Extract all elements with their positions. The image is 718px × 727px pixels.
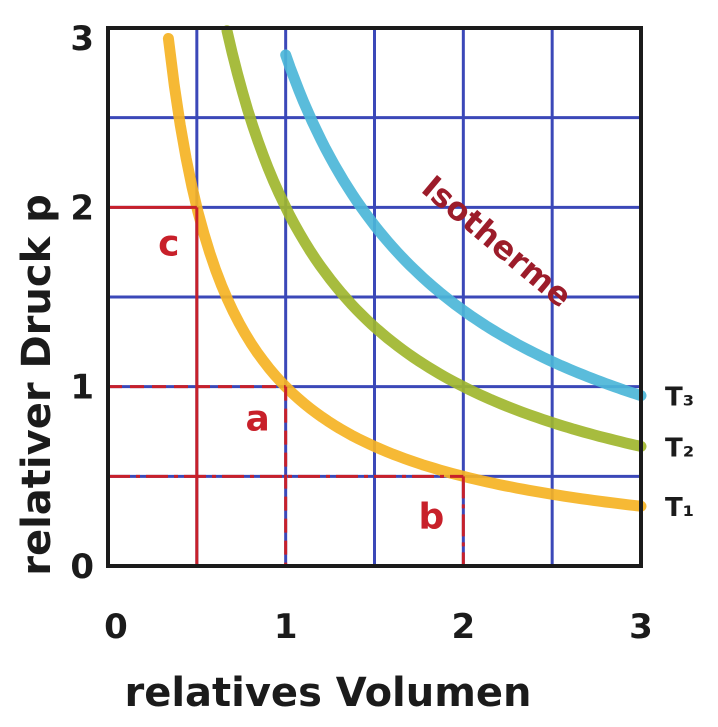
y-tick-label: 1: [70, 368, 94, 408]
series-label-3: T₃: [665, 383, 694, 413]
tick-labels: 0 1 2 3 0 1 2 3: [70, 19, 653, 647]
point-label-c: c: [158, 223, 179, 264]
point-label-b: b: [418, 496, 444, 537]
y-tick-label: 0: [70, 547, 94, 587]
isotherm-curve-1: [162, 33, 647, 512]
isotherm-curves: [162, 25, 647, 512]
x-tick-label: 1: [274, 607, 298, 647]
y-tick-label: 3: [70, 19, 94, 59]
plot-frame: [106, 26, 643, 568]
isotherm-curve-2: [221, 25, 647, 452]
series-label-2: T₂: [665, 433, 694, 463]
x-tick-label: 2: [451, 607, 475, 647]
x-axis-label: relatives Volumen: [124, 670, 531, 716]
x-tick-label: 3: [629, 607, 653, 647]
reference-lines: [108, 205, 465, 566]
y-tick-label: 2: [70, 188, 94, 228]
x-tick-label: 0: [104, 607, 128, 647]
isotherm-curve-3: [280, 49, 647, 402]
series-label-1: T₁: [665, 493, 694, 523]
point-label-a: a: [246, 399, 270, 440]
y-axis-label: relativer Druck p: [14, 194, 60, 576]
series-labels: T₁ T₂ T₃: [665, 383, 694, 524]
point-labels: c a b: [158, 223, 444, 537]
